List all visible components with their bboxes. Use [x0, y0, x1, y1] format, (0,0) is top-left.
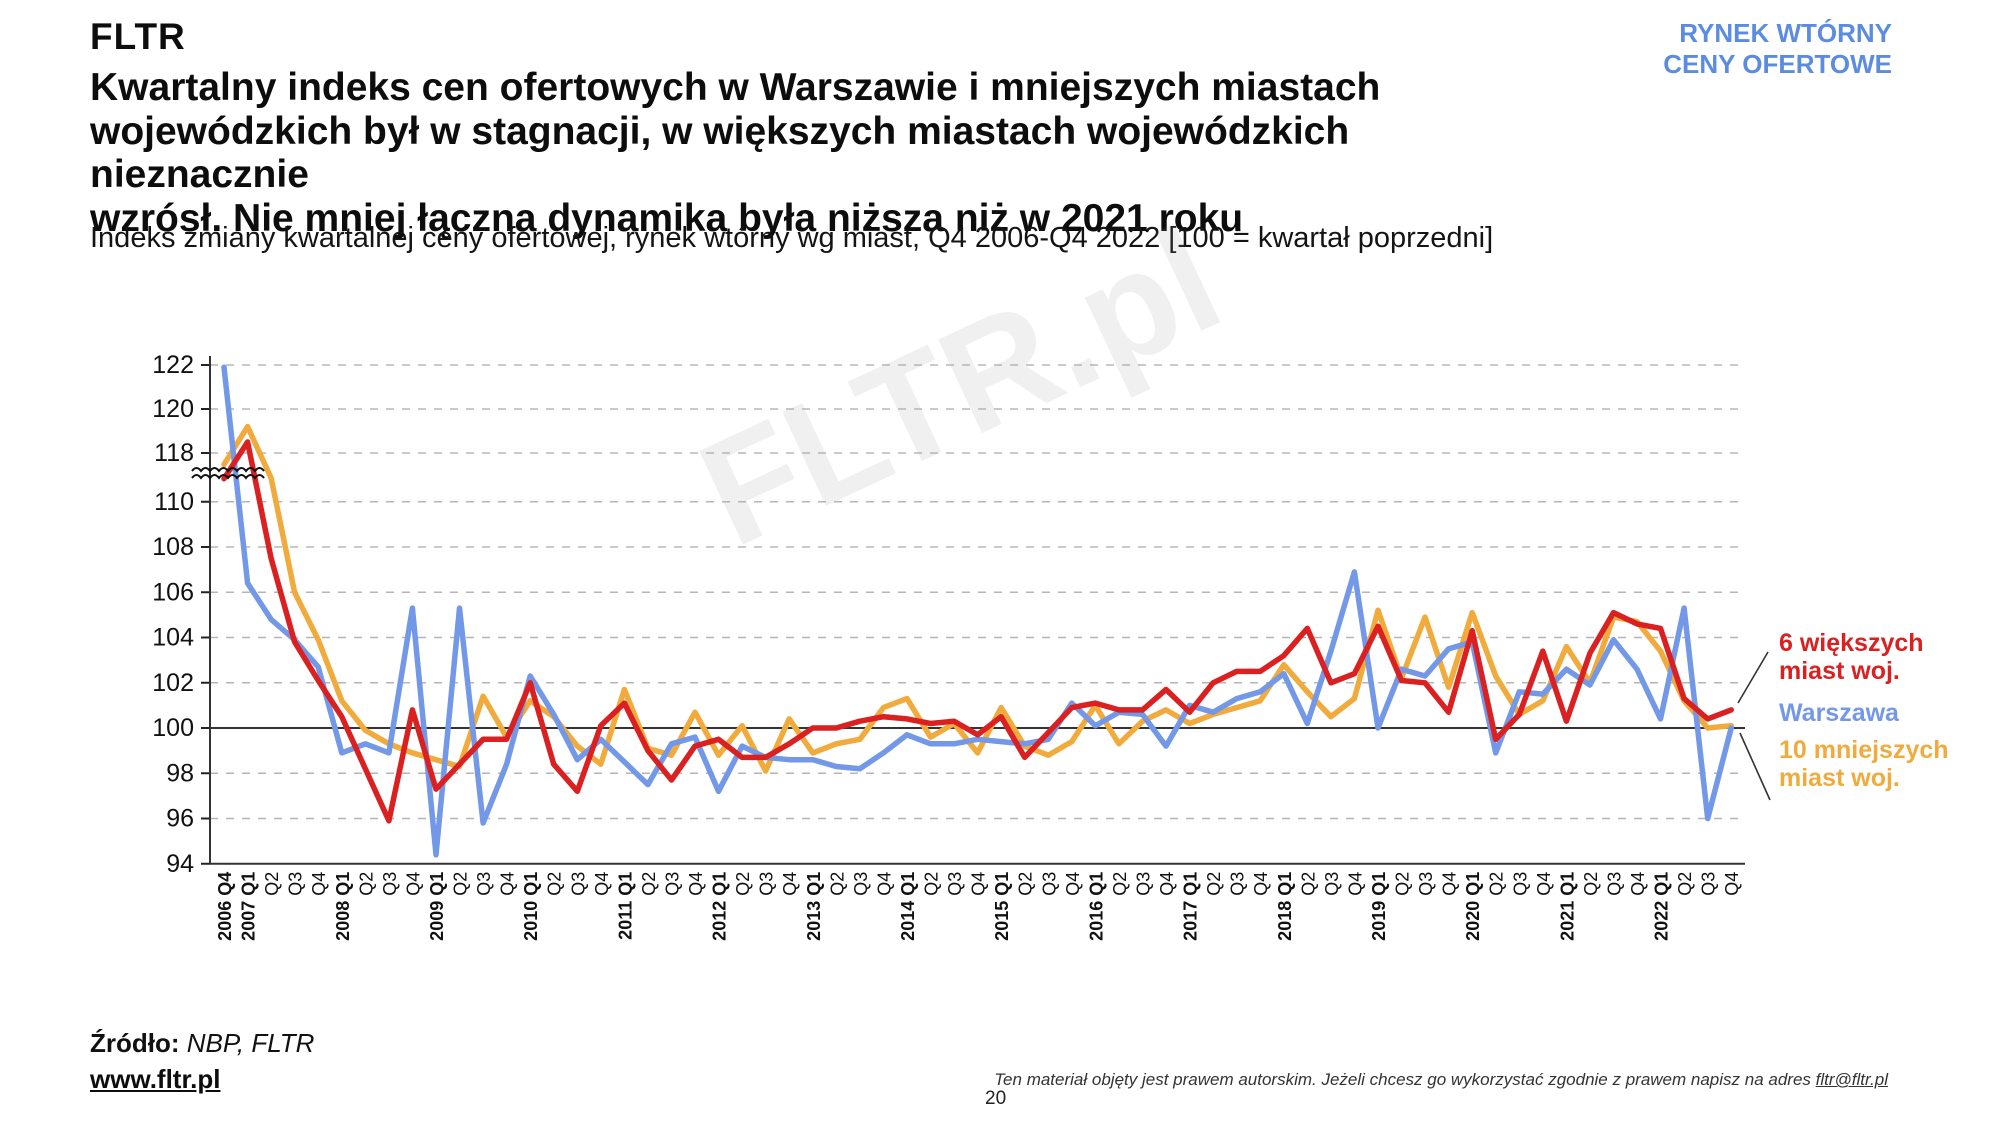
source-label: Źródło: [90, 1028, 180, 1058]
svg-text:2022 Q1: 2022 Q1 [1652, 872, 1672, 941]
svg-text:2020 Q1: 2020 Q1 [1463, 872, 1483, 941]
svg-text:Q4: Q4 [1063, 872, 1083, 896]
svg-text:Q3: Q3 [568, 872, 588, 896]
svg-text:96: 96 [166, 805, 194, 833]
svg-text:102: 102 [152, 669, 194, 697]
svg-text:106: 106 [152, 578, 194, 606]
svg-text:Q3: Q3 [380, 872, 400, 896]
svg-text:Q2: Q2 [1016, 872, 1036, 896]
svg-text:2011 Q1: 2011 Q1 [615, 872, 635, 940]
svg-text:Q4: Q4 [1628, 872, 1648, 896]
svg-text:Q2: Q2 [451, 872, 471, 896]
fltr-logo: FLTR [90, 16, 186, 57]
svg-text:Q2: Q2 [262, 872, 282, 896]
svg-text:Q3: Q3 [945, 872, 965, 896]
svg-text:94: 94 [166, 850, 194, 878]
svg-text:Q4: Q4 [874, 872, 894, 896]
svg-text:Q2: Q2 [1110, 872, 1130, 896]
svg-text:Q2: Q2 [1298, 872, 1318, 896]
svg-text:2016 Q1: 2016 Q1 [1086, 872, 1106, 941]
svg-text:Q3: Q3 [1322, 872, 1342, 896]
svg-text:Q3: Q3 [286, 872, 306, 896]
title-line-3: wzrósł. Nie mniej łączna dynamika była n… [90, 197, 1244, 241]
svg-text:110: 110 [154, 488, 194, 516]
svg-text:Q4: Q4 [686, 872, 706, 896]
svg-text:Q4: Q4 [969, 872, 989, 896]
svg-text:Q2: Q2 [922, 872, 942, 896]
svg-text:Q3: Q3 [1133, 872, 1153, 896]
page-number: 20 [985, 1088, 1007, 1109]
svg-text:Q2: Q2 [1487, 872, 1507, 896]
svg-text:Q4: Q4 [498, 872, 518, 896]
badge-line-1: RYNEK WTÓRNY [1679, 18, 1892, 48]
svg-text:Q3: Q3 [1416, 872, 1436, 896]
svg-text:Q4: Q4 [592, 872, 612, 896]
svg-text:Q4: Q4 [1534, 872, 1554, 896]
svg-text:Q4: Q4 [780, 872, 800, 896]
svg-text:Q4: Q4 [1722, 872, 1742, 896]
svg-text:2009 Q1: 2009 Q1 [427, 872, 447, 941]
svg-text:Q4: Q4 [1440, 872, 1460, 896]
svg-text:Q2: Q2 [1204, 872, 1224, 896]
svg-text:Q2: Q2 [545, 872, 565, 896]
svg-text:Q2: Q2 [1393, 872, 1413, 896]
svg-text:Q3: Q3 [1510, 872, 1530, 896]
svg-text:2013 Q1: 2013 Q1 [804, 872, 824, 941]
svg-text:2021 Q1: 2021 Q1 [1557, 872, 1577, 941]
copyright-text: Ten materiał objęty jest prawem autorski… [994, 1070, 1816, 1089]
copyright-email-link[interactable]: fltr@fltr.pl [1815, 1070, 1888, 1089]
svg-text:Q2: Q2 [827, 872, 847, 896]
svg-text:Q2: Q2 [356, 872, 376, 896]
svg-text:Q4: Q4 [309, 872, 329, 896]
svg-text:Q3: Q3 [1039, 872, 1059, 896]
svg-text:2019 Q1: 2019 Q1 [1369, 872, 1389, 941]
svg-text:118: 118 [154, 439, 194, 467]
chart-subtitle: Indeks zmiany kwartalnej ceny ofertowej,… [90, 222, 1494, 254]
svg-text:Q2: Q2 [1581, 872, 1601, 896]
svg-text:122: 122 [152, 351, 194, 379]
svg-text:120: 120 [152, 395, 194, 423]
title-line-1: Kwartalny indeks cen ofertowych w Warsza… [90, 66, 1381, 109]
svg-text:2010 Q1: 2010 Q1 [521, 872, 541, 941]
svg-text:98: 98 [166, 759, 194, 787]
svg-text:104: 104 [152, 624, 194, 652]
legend-10-mniejszych: 10 mniejszych miast woj. [1779, 736, 1949, 792]
svg-text:Q3: Q3 [757, 872, 777, 896]
svg-text:Q4: Q4 [1345, 872, 1365, 896]
legend-6-wiekszych: 6 większych miast woj. [1779, 629, 1924, 685]
source-note: Źródło: NBP, FLTR [90, 1028, 314, 1059]
badge-line-2: CENY OFERTOWE [1663, 48, 1892, 79]
svg-text:Q2: Q2 [733, 872, 753, 896]
svg-text:Q4: Q4 [403, 872, 423, 896]
svg-text:2007 Q1: 2007 Q1 [239, 872, 259, 941]
svg-text:2014 Q1: 2014 Q1 [898, 872, 918, 941]
page-title: Kwartalny indeks cen ofertowych w Warsza… [90, 66, 1550, 241]
svg-text:Q3: Q3 [1699, 872, 1719, 896]
svg-text:2008 Q1: 2008 Q1 [333, 872, 353, 941]
copyright-note: Ten materiał objęty jest prawem autorski… [994, 1070, 1888, 1090]
svg-text:Q3: Q3 [662, 872, 682, 896]
svg-text:2006 Q4: 2006 Q4 [215, 872, 235, 941]
svg-text:Q2: Q2 [639, 872, 659, 896]
svg-text:2018 Q1: 2018 Q1 [1275, 872, 1295, 941]
svg-text:Q3: Q3 [851, 872, 871, 896]
svg-text:2015 Q1: 2015 Q1 [992, 872, 1012, 941]
svg-text:2017 Q1: 2017 Q1 [1181, 872, 1201, 941]
svg-text:Q3: Q3 [474, 872, 494, 896]
svg-text:Q3: Q3 [1604, 872, 1624, 896]
svg-text:2012 Q1: 2012 Q1 [710, 872, 730, 941]
svg-text:Q4: Q4 [1157, 872, 1177, 896]
title-line-2: wojewódzkich był w stagnacji, w większyc… [90, 109, 1350, 197]
market-badge: RYNEK WTÓRNY CENY OFERTOWE [1663, 18, 1892, 79]
svg-text:Q4: Q4 [1251, 872, 1271, 896]
svg-text:100: 100 [152, 714, 194, 742]
svg-text:Q2: Q2 [1675, 872, 1695, 896]
svg-text:Q3: Q3 [1228, 872, 1248, 896]
svg-text:108: 108 [152, 533, 194, 561]
website-link[interactable]: www.fltr.pl [90, 1064, 221, 1094]
source-value: NBP, FLTR [186, 1028, 315, 1058]
legend-warszawa: Warszawa [1779, 699, 1899, 727]
